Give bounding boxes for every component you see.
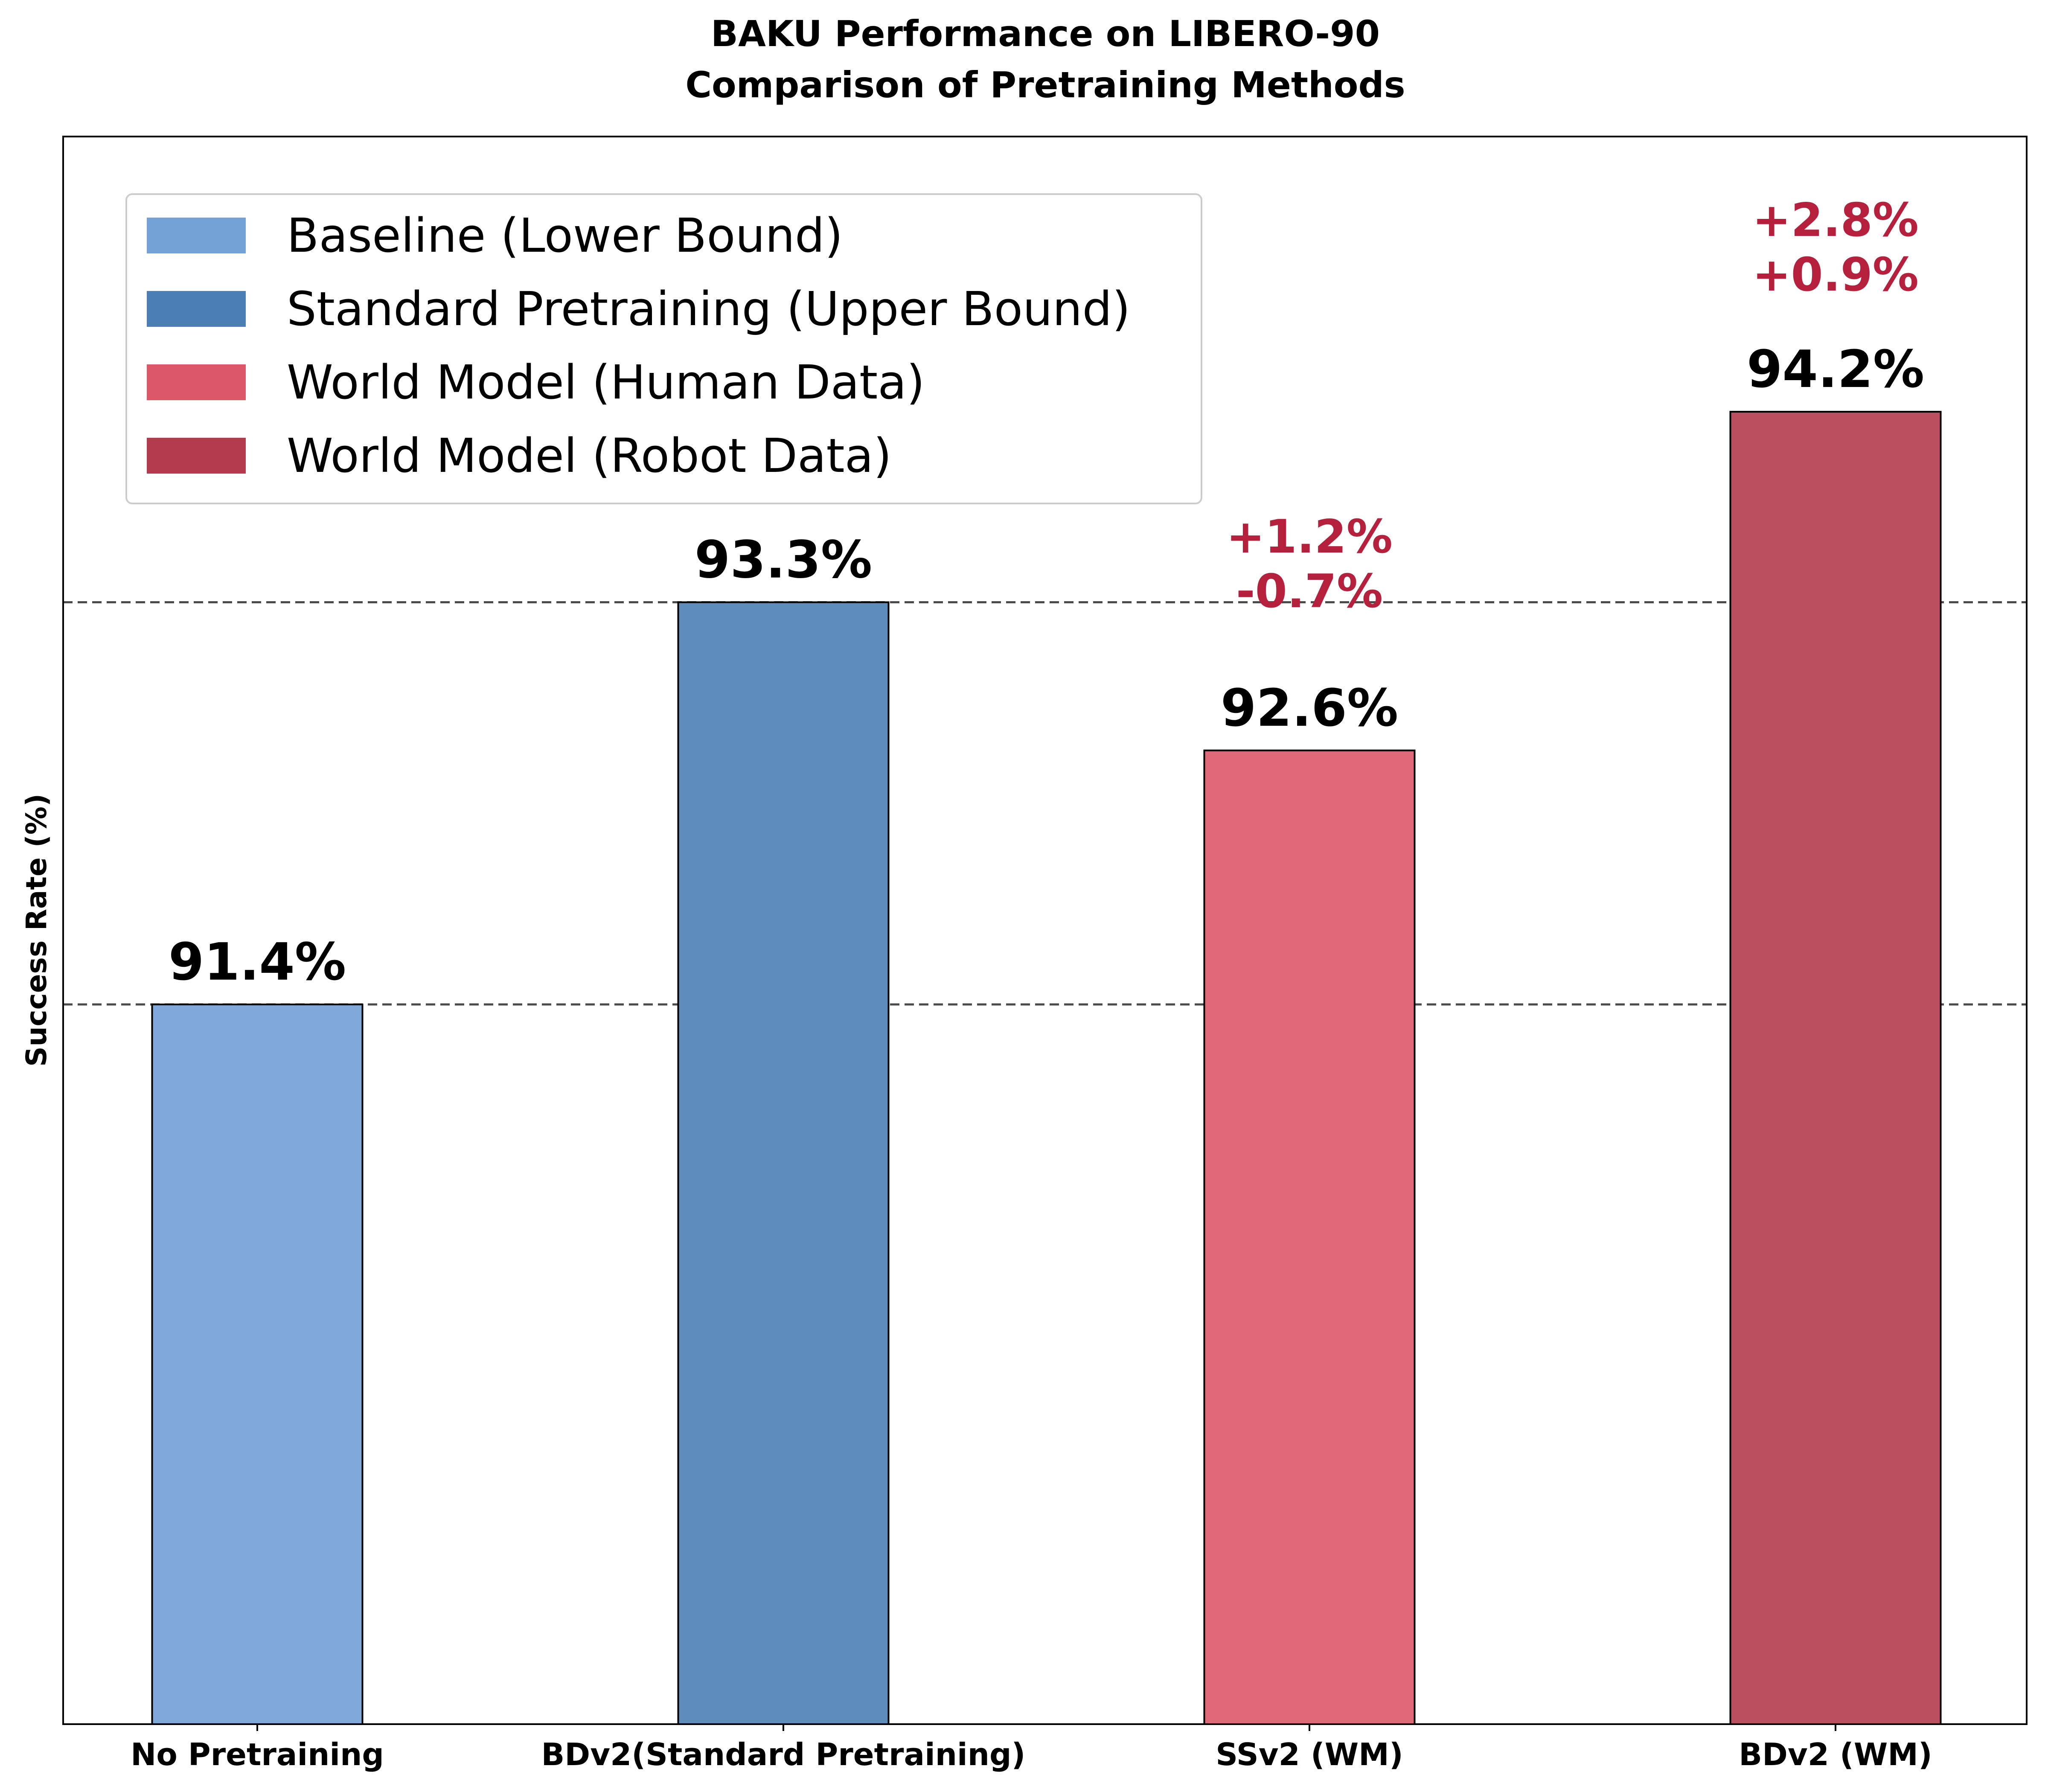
annotation-2-line-2: +0.9% <box>1752 248 1919 302</box>
bar-1 <box>151 1004 364 1725</box>
legend-label-3: World Model (Human Data) <box>287 355 925 410</box>
legend-swatch-2 <box>147 291 246 327</box>
bars-group <box>151 410 1942 1725</box>
annotation-1-line-1: +1.2% <box>1226 510 1393 564</box>
value-label-1: 91.4% <box>169 933 346 992</box>
annotations-group: +1.2%-0.7% +2.8%+0.9% <box>1226 194 1919 618</box>
x-tick-label-3: SSv2 (WM) <box>1216 1737 1403 1772</box>
legend-swatch-1 <box>147 218 246 253</box>
y-axis-label: Success Rate (%) <box>20 794 53 1067</box>
x-tick-label-2: BDv2(Standard Pretraining) <box>541 1737 1026 1772</box>
legend-swatch-4 <box>147 438 246 474</box>
plot-frame <box>62 136 2028 1725</box>
annotation-2-line-1: +2.8% <box>1752 194 1919 247</box>
bar-3 <box>1203 749 1416 1725</box>
legend-label-1: Baseline (Lower Bound) <box>287 208 843 263</box>
bar-2 <box>677 601 890 1725</box>
legend-label-2: Standard Pretraining (Upper Bound) <box>287 282 1130 336</box>
chart-title: BAKU Performance on LIBERO-90 <box>711 13 1380 55</box>
value-label-4: 94.2% <box>1747 340 1924 399</box>
reference-lines <box>63 601 2027 1006</box>
x-tick-label-1: No Pretraining <box>131 1737 384 1772</box>
value-label-2: 93.3% <box>695 530 872 590</box>
bar-4 <box>1729 410 1942 1725</box>
x-tick-label-4: BDv2 (WM) <box>1739 1737 1932 1772</box>
chart-subtitle: Comparison of Pretraining Methods <box>685 64 1405 106</box>
value-label-3: 92.6% <box>1221 679 1398 738</box>
annotation-1-line-2: -0.7% <box>1236 565 1383 618</box>
x-tick-labels: No Pretraining BDv2(Standard Pretraining)… <box>131 1724 1932 1772</box>
legend-swatch-3 <box>147 364 246 400</box>
legend-box <box>125 193 1202 504</box>
value-labels-group: 91.4% 93.3% 92.6% 94.2% <box>169 340 1924 992</box>
legend-label-4: World Model (Robot Data) <box>287 428 892 483</box>
legend: Baseline (Lower Bound) Standard Pretraini… <box>125 193 1202 504</box>
